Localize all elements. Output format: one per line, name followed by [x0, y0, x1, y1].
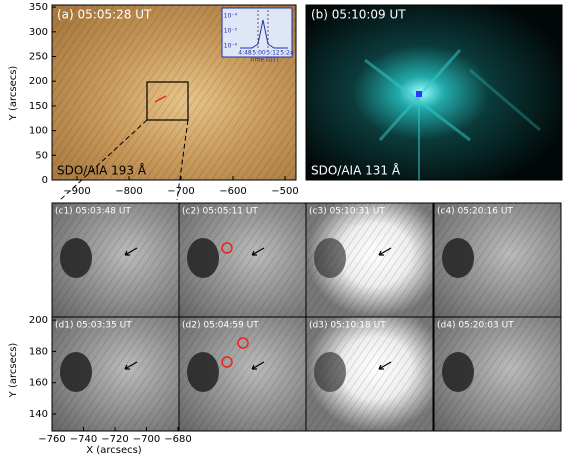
y-axis-label: Y (arcsecs)	[8, 343, 19, 399]
x-tick-label: −500	[271, 186, 298, 197]
y-tick-label: 50	[35, 150, 48, 161]
sub-panel: (d3) 05:10:18 UT	[306, 317, 433, 431]
sunspot	[442, 352, 474, 392]
panel-label: (c4) 05:20:16 UT	[437, 207, 513, 217]
panel-label: (d1) 05:03:35 UT	[55, 321, 132, 331]
inset-x-label: Time (UT)	[248, 57, 278, 64]
y-tick-label: 0	[42, 175, 48, 186]
sub-panel: (c1) 05:03:48 UT	[52, 203, 179, 317]
inset-x-tick: 5:12	[266, 50, 280, 57]
x-tick-label: −800	[115, 186, 142, 197]
inset-x-tick: 4:48	[238, 50, 252, 57]
y-tick-label: 300	[29, 27, 48, 38]
panel-label: (a) 05:05:28 UT	[57, 8, 152, 22]
inset-y-tick: 10⁻⁵	[224, 28, 238, 35]
panel-label: (d3) 05:10:18 UT	[309, 321, 386, 331]
panel-label: (d2) 05:04:59 UT	[182, 321, 259, 331]
sunspot	[187, 238, 219, 278]
x-tick-label: −700	[133, 434, 160, 445]
sub-panel: (d1) 05:03:35 UT	[52, 317, 179, 431]
instrument: SDO/AIA 193 Å	[57, 163, 147, 178]
inset-y-tick: 10⁻⁴	[224, 13, 238, 20]
figure: (a) 05:05:28 UT SDO/AIA 193 Å (b) 05:10:09…	[0, 0, 567, 456]
x-tick-label: −680	[164, 434, 191, 445]
inset-y-tick: 10⁻⁶	[224, 43, 238, 50]
panel-label: (c1) 05:03:48 UT	[55, 207, 131, 217]
y-axis-label: Y (arcsecs)	[8, 66, 19, 122]
x-tick-label: −740	[70, 434, 97, 445]
sunspot	[60, 352, 92, 392]
panel-label: (c2) 05:05:11 UT	[182, 207, 258, 217]
y-tick-label: 160	[29, 378, 48, 389]
instrument: SDO/AIA 131 Å	[311, 163, 401, 178]
inset-x-tick: 5:24	[280, 50, 294, 57]
sub-panel: (c3) 05:10:31 UT	[306, 203, 433, 317]
inset-x-tick: 5:00	[252, 50, 266, 57]
sub-panel: (c2) 05:05:11 UT	[179, 203, 306, 317]
sunspot	[187, 352, 219, 392]
y-tick-label: 200	[29, 76, 48, 87]
panel-label: (d4) 05:20:03 UT	[437, 321, 514, 331]
sunspot	[442, 238, 474, 278]
panel-label: (c3) 05:10:31 UT	[309, 207, 385, 217]
sunspot	[314, 352, 346, 392]
sub-panel: (d4) 05:20:03 UT	[434, 317, 561, 431]
sunspot	[60, 238, 92, 278]
x-tick-label: −720	[101, 434, 128, 445]
x-tick-label: −700	[167, 186, 194, 197]
core	[416, 91, 422, 97]
y-tick-label: 250	[29, 52, 48, 63]
panel-label: (b) 05:10:09 UT	[311, 8, 406, 22]
y-tick-label: 200	[29, 315, 48, 326]
x-tick-label: −760	[38, 434, 65, 445]
y-tick-label: 180	[29, 346, 48, 357]
panel-b-image	[306, 5, 562, 180]
x-tick-label: −600	[219, 186, 246, 197]
x-axis-label: X (arcsecs)	[86, 445, 142, 456]
y-tick-label: 350	[29, 2, 48, 13]
sub-panel: (d2) 05:04:59 UT	[179, 317, 306, 431]
y-tick-label: 150	[29, 101, 48, 112]
sunspot	[314, 238, 346, 278]
y-tick-label: 140	[29, 409, 48, 420]
x-tick-label: −900	[63, 186, 90, 197]
sub-panel: (c4) 05:20:16 UT	[434, 203, 561, 317]
y-tick-label: 100	[29, 126, 48, 137]
